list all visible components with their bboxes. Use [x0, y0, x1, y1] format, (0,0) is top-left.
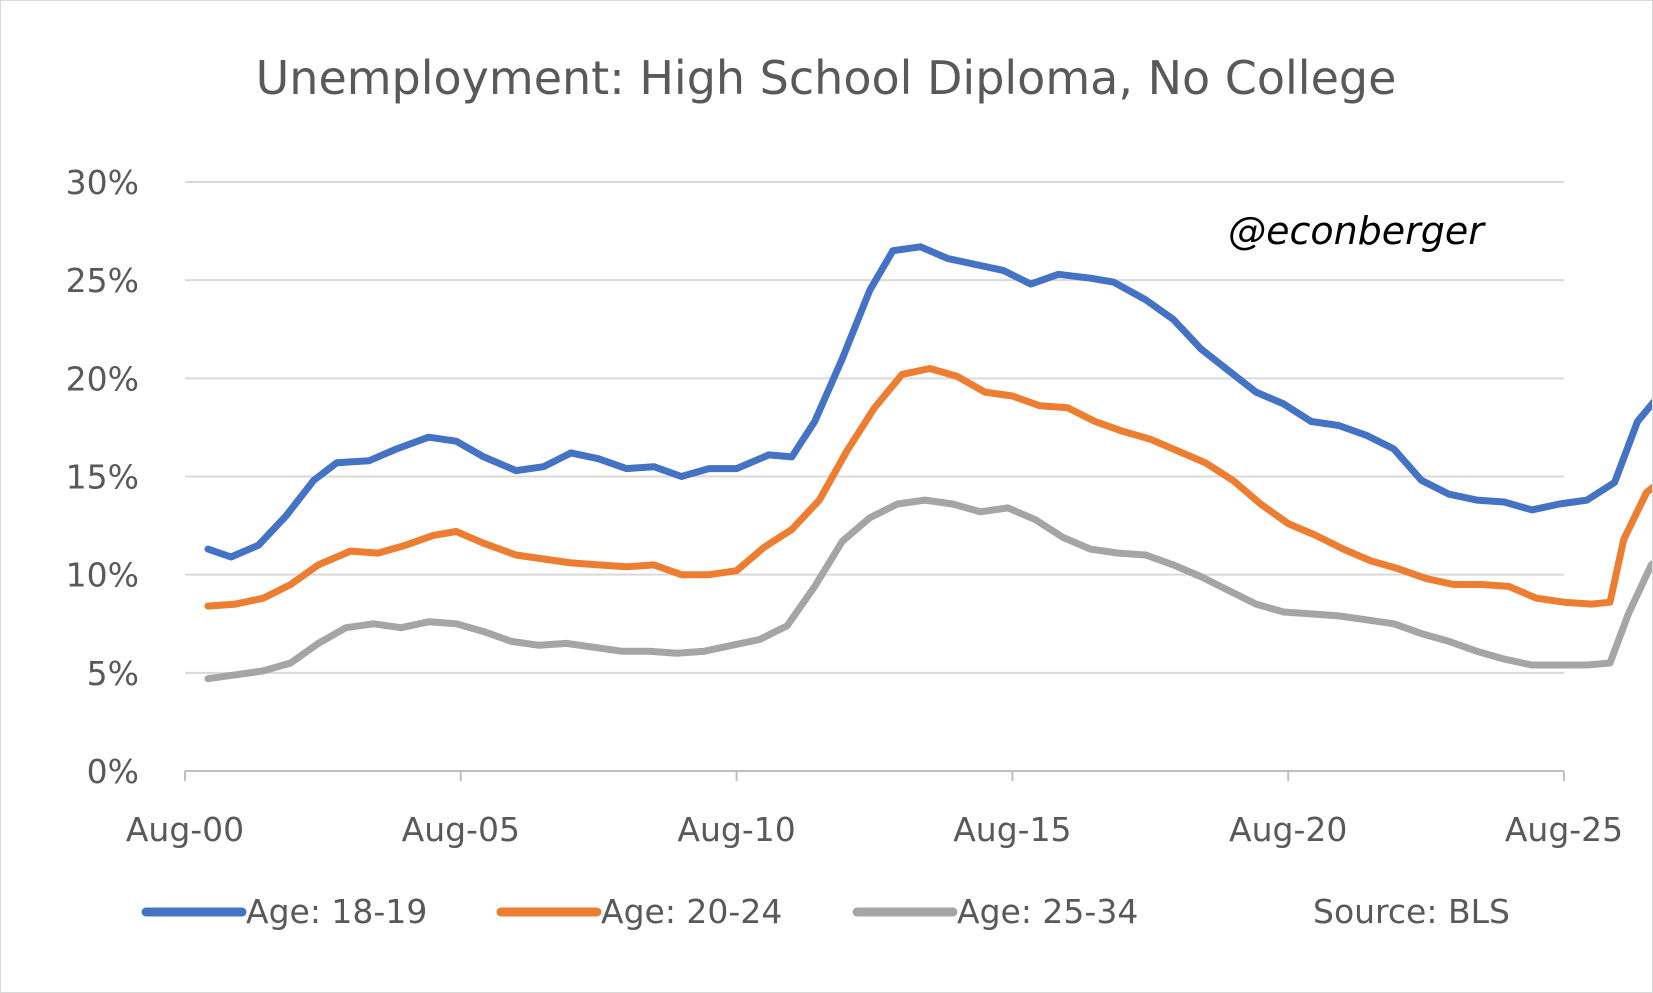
- y-tick-label: 20%: [66, 359, 139, 398]
- series-line-3: [204, 496, 1652, 683]
- x-tick-label: Aug-15: [953, 810, 1071, 849]
- y-tick-label: 0%: [87, 752, 139, 791]
- x-tick-label: Aug-10: [677, 810, 795, 849]
- legend-label-2: Age: 20-24: [601, 892, 782, 931]
- author-handle: @econberger: [1228, 209, 1486, 253]
- legend-label-1: Age: 18-19: [246, 892, 427, 931]
- x-axis: Aug-00 Aug-05 Aug-10 Aug-15 Aug-20 Aug-25: [126, 770, 1623, 849]
- x-tick-label: Aug-25: [1505, 810, 1623, 849]
- y-axis-ticks: 0% 5% 10% 15% 20% 25% 30%: [66, 163, 139, 791]
- gridlines: [185, 181, 1564, 674]
- source-note: Source: BLS: [1313, 892, 1510, 931]
- chart-title: Unemployment: High School Diploma, No Co…: [256, 51, 1397, 105]
- series-line-2: [204, 365, 1652, 610]
- x-tick-label: Aug-00: [126, 810, 244, 849]
- y-tick-label: 5%: [87, 654, 139, 693]
- legend-label-3: Age: 25-34: [957, 892, 1138, 931]
- y-tick-label: 10%: [66, 556, 139, 595]
- y-tick-label: 30%: [66, 163, 139, 202]
- y-tick-label: 15%: [66, 458, 139, 497]
- series-lines: [204, 243, 1652, 683]
- y-tick-label: 25%: [66, 261, 139, 300]
- x-tick-label: Aug-05: [402, 810, 520, 849]
- legend: Age: 18-19 Age: 20-24 Age: 25-34 Source: BL…: [141, 892, 1510, 931]
- series-line-1: [204, 243, 1652, 561]
- x-tick-label: Aug-20: [1229, 810, 1347, 849]
